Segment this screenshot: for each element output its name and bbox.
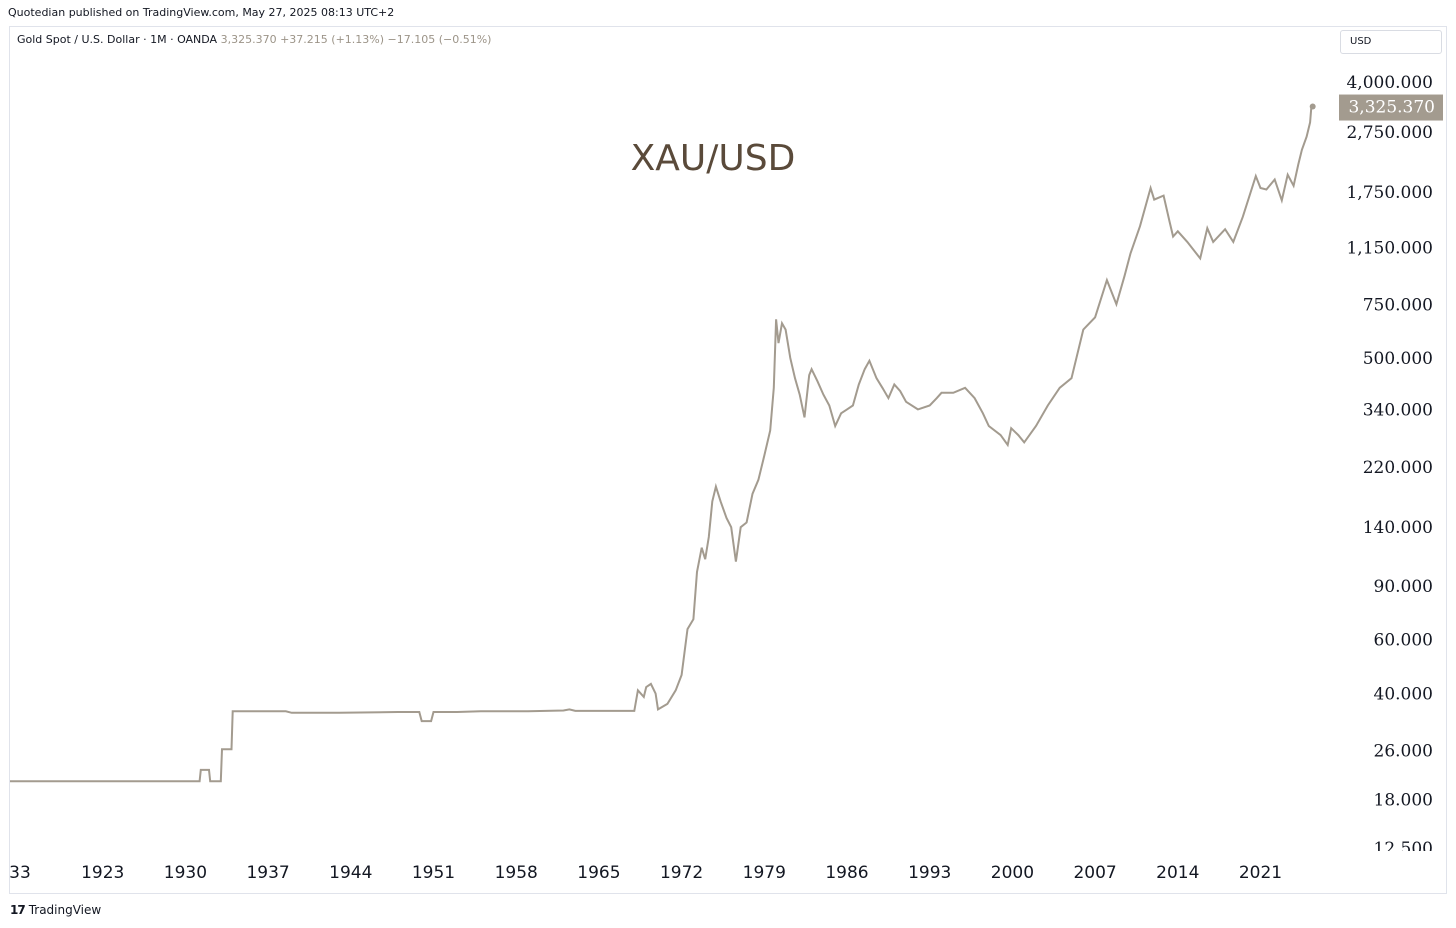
y-tick-label: 18.000 [1374, 791, 1433, 811]
y-tick-label: 40.000 [1374, 685, 1433, 705]
y-tick-label: 1,150.000 [1346, 239, 1433, 259]
x-tick-label: 1951 [412, 863, 455, 883]
price-change-secondary: −17.105 (−0.51%) [387, 33, 492, 46]
y-tick-label: 340.000 [1363, 400, 1433, 420]
x-tick-label: 2007 [1073, 863, 1116, 883]
y-tick-label: 500.000 [1363, 349, 1433, 369]
y-tick-label: 220.000 [1363, 458, 1433, 478]
last-price-label-text: 3,325.370 [1348, 98, 1435, 118]
y-tick-label: 1,750.000 [1346, 183, 1433, 203]
currency-selector[interactable]: USD [1340, 30, 1442, 54]
x-tick-label: 1986 [825, 863, 868, 883]
x-tick-label: 1979 [743, 863, 786, 883]
y-tick-label: 140.000 [1363, 518, 1433, 538]
chart-frame [9, 26, 1447, 894]
x-axis: 33 1923 1930 1937 1944 1951 1958 1965 1972 1979 19… [9, 863, 1282, 883]
x-tick-label: 1972 [660, 863, 703, 883]
y-tick-label: 90.000 [1374, 577, 1433, 597]
x-tick-label: 2000 [991, 863, 1034, 883]
tradingview-logo-icon: 17 [10, 903, 26, 917]
footer: 17 TradingView [10, 903, 101, 917]
y-tick-label: 60.000 [1374, 631, 1433, 651]
x-tick-label: 2014 [1156, 863, 1199, 883]
x-tick-label: 2021 [1239, 863, 1282, 883]
y-tick-label: 750.000 [1363, 295, 1433, 315]
last-price-label: 3,325.370 [1339, 94, 1443, 121]
last-price-label-bg [1339, 94, 1443, 121]
x-tick-label: 1930 [164, 863, 207, 883]
y-tick-label: 26.000 [1374, 742, 1433, 762]
y-tick-label: 4,000.000 [1346, 73, 1433, 93]
y-tick-label: 2,750.000 [1346, 123, 1433, 143]
symbol-legend: Gold Spot / U.S. Dollar · 1M · OANDA 3,3… [17, 33, 491, 46]
x-tick-label: 1923 [81, 863, 124, 883]
x-tick-label: 1958 [495, 863, 538, 883]
axis-mask [1337, 851, 1445, 865]
chart-title: XAU/USD [631, 138, 796, 179]
price-line [10, 105, 1314, 783]
publish-caption: Quotedian published on TradingView.com, … [8, 6, 395, 19]
x-tick-label: 1937 [246, 863, 289, 883]
x-tick-label: 33 [9, 863, 31, 883]
last-price-dot [1309, 103, 1316, 110]
y-axis: 4,000.000 2,750.000 1,750.000 1,150.000 750.… [1337, 73, 1445, 865]
x-tick-label: 1965 [577, 863, 620, 883]
x-tick-label: 1993 [908, 863, 951, 883]
footer-brand: TradingView [28, 903, 102, 917]
x-tick-label: 1944 [329, 863, 372, 883]
price-change: +37.215 (+1.13%) [280, 33, 385, 46]
last-price: 3,325.370 [220, 33, 277, 46]
symbol-name: Gold Spot / U.S. Dollar · 1M · OANDA [17, 33, 218, 46]
